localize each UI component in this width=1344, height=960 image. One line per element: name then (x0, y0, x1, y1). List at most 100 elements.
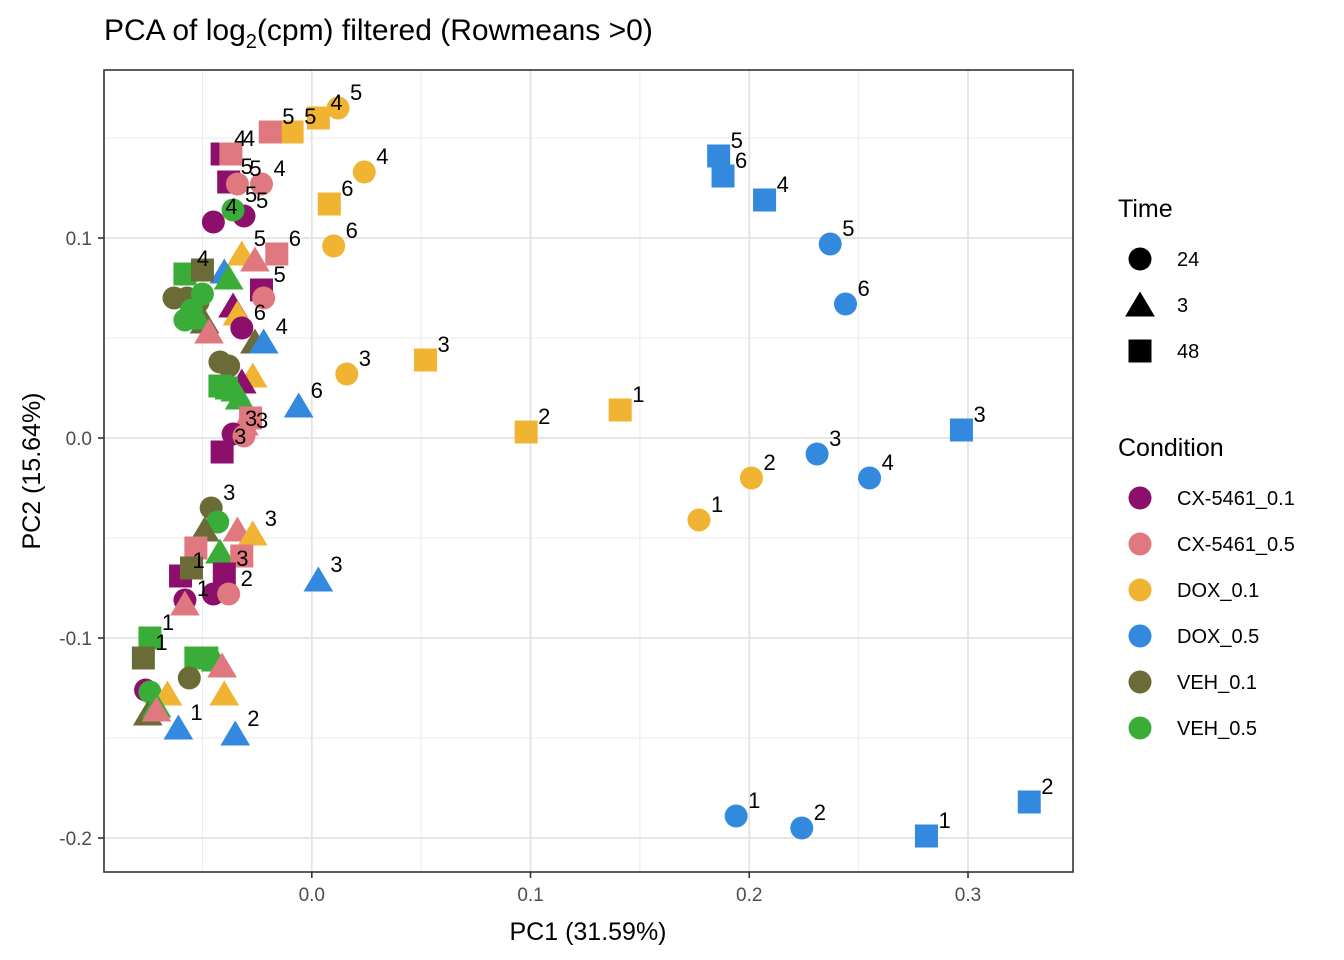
point-label: 2 (763, 450, 775, 475)
point-label: 3 (245, 406, 257, 431)
data-point (190, 258, 214, 282)
point-label: 3 (973, 402, 985, 427)
data-point (230, 316, 254, 340)
data-point (249, 172, 273, 196)
point-label: 3 (223, 480, 235, 505)
legend-condition-label: DOX_0.1 (1177, 580, 1259, 602)
data-point (317, 192, 341, 216)
data-point (221, 198, 245, 222)
data-point (210, 440, 234, 464)
data-point (217, 582, 241, 606)
data-point (189, 516, 220, 542)
y-axis-title: PC2 (15.64%) (18, 392, 46, 549)
point-label: 1 (711, 492, 723, 517)
point-label: 4 (330, 90, 342, 115)
data-point (177, 666, 201, 690)
data-point (326, 96, 350, 120)
legend-time-label: 3 (1177, 295, 1188, 317)
data-point (303, 566, 334, 592)
data-point (179, 556, 203, 580)
plot-border (103, 69, 1074, 873)
x-tick-label: 0.3 (955, 885, 981, 906)
point-label: 4 (197, 246, 209, 271)
data-point (322, 234, 346, 258)
point-label: 1 (190, 700, 202, 725)
data-point (205, 538, 235, 564)
data-point (170, 590, 200, 616)
data-point (352, 160, 376, 184)
legend-condition-key (1128, 578, 1152, 602)
point-label: 5 (273, 262, 285, 287)
legend-time-title: Time (1118, 195, 1173, 223)
data-point (818, 232, 842, 256)
point-label: 5 (241, 154, 253, 179)
legend-time-label: 24 (1177, 249, 1199, 271)
legend-time-key-square (1128, 339, 1152, 363)
data-point (707, 144, 731, 168)
data-point (141, 696, 172, 722)
data-point (608, 398, 632, 422)
data-point (138, 626, 162, 650)
point-label: 4 (777, 172, 789, 197)
data-point (283, 392, 314, 418)
legend-time: Time 24 3 48 (1118, 195, 1199, 363)
data-point (173, 262, 197, 286)
data-point (240, 246, 270, 272)
chart-title: PCA of log2(cpm) filtered (Rowmeans >0) (104, 14, 653, 53)
legend-time-label: 48 (1177, 341, 1199, 363)
data-point (790, 816, 814, 840)
data-point (805, 442, 829, 466)
legend-condition-label: CX-5461_0.5 (1177, 534, 1295, 556)
point-label: 4 (273, 156, 285, 181)
x-tick-label: 0.1 (517, 885, 543, 906)
y-tick-label: 0.1 (66, 229, 92, 250)
data-point (237, 520, 268, 546)
data-point (224, 384, 255, 410)
data-point (201, 210, 225, 234)
data-point (206, 510, 230, 534)
point-label: 2 (241, 566, 253, 591)
point-label: 1 (938, 808, 950, 833)
data-point (687, 508, 711, 532)
point-label: 4 (234, 126, 246, 151)
data-point (213, 264, 244, 290)
x-tick-label: 0.0 (299, 885, 325, 906)
legend-condition-key (1128, 532, 1152, 556)
data-point (219, 142, 243, 166)
y-tick-label: -0.2 (59, 829, 92, 850)
point-label: 5 (842, 216, 854, 241)
data-point (711, 164, 735, 188)
point-label: 2 (1041, 774, 1053, 799)
point-label: 3 (236, 546, 248, 571)
point-label: 4 (882, 450, 894, 475)
point-label: 4 (225, 194, 237, 219)
point-label: 3 (829, 426, 841, 451)
data-point (252, 286, 276, 310)
point-label: 4 (243, 126, 255, 151)
legend-time-key-triangle (1125, 291, 1155, 317)
point-label: 3 (438, 332, 450, 357)
data-points (131, 96, 1041, 848)
data-point (131, 646, 155, 670)
legend-condition-title: Condition (1118, 434, 1224, 462)
legend-time-key-circle (1128, 247, 1152, 271)
data-point (258, 120, 282, 144)
legend-condition-label: DOX_0.5 (1177, 626, 1259, 648)
point-label: 3 (330, 552, 342, 577)
legend-condition: Condition CX-5461_0.1 CX-5461_0.5 DOX_0.1 D… (1118, 434, 1295, 740)
point-label: 2 (814, 800, 826, 825)
legend-condition-label: VEH_0.5 (1177, 718, 1257, 740)
point-label: 1 (155, 630, 167, 655)
point-label: 3 (359, 346, 371, 371)
point-label: 6 (311, 378, 323, 403)
data-point (230, 544, 254, 568)
x-axis-title: PC1 (31.59%) (509, 918, 666, 946)
data-point (914, 824, 938, 848)
point-label: 6 (735, 148, 747, 173)
data-point (207, 652, 237, 678)
data-point (280, 120, 304, 144)
data-point (739, 466, 763, 490)
